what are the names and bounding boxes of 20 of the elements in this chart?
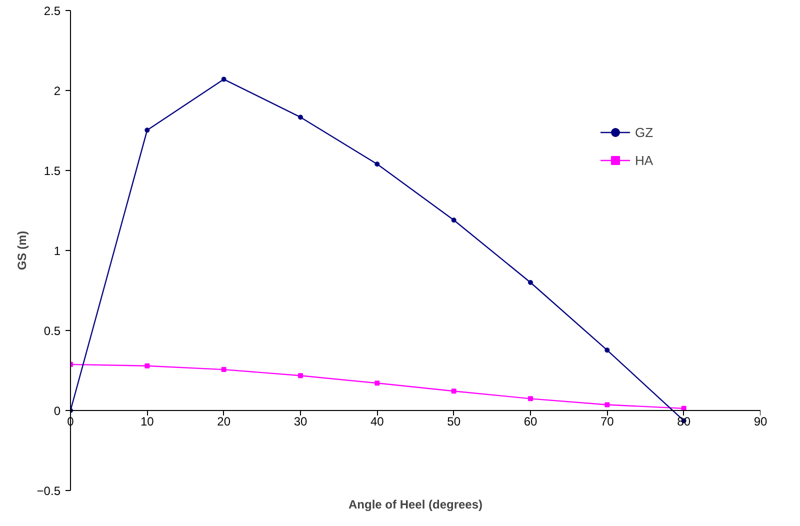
legend-label: HA bbox=[635, 152, 654, 168]
y-tick-label: 1 bbox=[54, 244, 61, 258]
x-tick-label: 90 bbox=[754, 414, 768, 428]
legend-label: GZ bbox=[635, 124, 654, 140]
y-tick-label: 0 bbox=[54, 404, 61, 418]
x-tick-label: 10 bbox=[140, 414, 154, 428]
x-tick-label: 30 bbox=[294, 414, 308, 428]
x-tick-label: 70 bbox=[600, 414, 614, 428]
x-tick-label: 60 bbox=[524, 414, 538, 428]
y-tick-label: 1.5 bbox=[44, 164, 61, 178]
y-axis-title: GS (m) bbox=[14, 230, 29, 270]
x-axis-title: Angle of Heel (degrees) bbox=[348, 498, 483, 512]
x-tick-label: 20 bbox=[217, 414, 231, 428]
y-tick-label: 0.5 bbox=[44, 324, 61, 338]
y-tick-label: 2 bbox=[54, 84, 61, 98]
y-tick-label: −0.5 bbox=[36, 484, 61, 498]
y-tick-label: 2.5 bbox=[44, 4, 61, 18]
x-tick-label: 80 bbox=[677, 414, 691, 428]
x-tick-label: 40 bbox=[370, 414, 384, 428]
x-tick-label: 50 bbox=[447, 414, 461, 428]
